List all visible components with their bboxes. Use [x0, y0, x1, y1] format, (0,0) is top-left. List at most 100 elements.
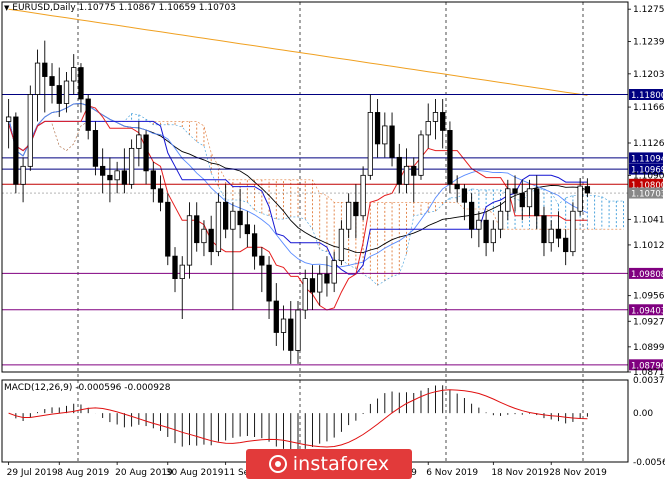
candle-body [555, 228, 562, 239]
candle-body [42, 62, 48, 77]
macd-y-tick-label: 0.00 [633, 409, 653, 419]
candle-body [114, 170, 120, 181]
level-tag-1 [629, 152, 663, 164]
candle-body [345, 201, 352, 230]
level-tag-3 [629, 178, 663, 190]
level-label-1: 1.11094 [631, 154, 665, 164]
candle-body [324, 273, 330, 284]
level-label-2: 1.10969 [631, 166, 665, 176]
level-label-3: 1.10800 [631, 181, 665, 191]
x-tick-label: 29 Jul 2019 [7, 468, 58, 478]
candle-body [425, 121, 431, 136]
y-tick-label: 1.09560 [633, 292, 665, 302]
candle-body [577, 185, 583, 212]
indicator-lines [8, 8, 588, 311]
y-tick-label: 1.12390 [633, 38, 665, 48]
candle-body [259, 255, 265, 266]
candle-body [63, 80, 70, 104]
candle-body [447, 130, 453, 185]
watermark-logo: instaforex [246, 449, 412, 479]
candle-body [208, 228, 214, 253]
macd-y-tick-label: 0.003780 [633, 376, 665, 386]
candle-body [85, 98, 91, 131]
candle-body [411, 165, 417, 176]
candle-body [266, 264, 272, 302]
x-tick-label: 30 Aug 2019 [166, 468, 224, 478]
candle-body [165, 201, 171, 257]
level-tag-7 [629, 359, 663, 371]
y-tick-label: 1.09275 [633, 317, 665, 327]
candle-body [512, 188, 518, 194]
level-tag-4 [629, 187, 663, 199]
macd-title: MACD(12,26,9) -0.000596 -0.000928 [4, 383, 171, 393]
candle-body [143, 134, 149, 172]
candle-body [150, 170, 156, 190]
candle-body [526, 188, 533, 208]
candle-body [389, 125, 395, 158]
y-tick-label: 1.12030 [633, 70, 665, 80]
candle-body [56, 85, 62, 104]
candle-body [288, 318, 294, 351]
candle-body [34, 62, 41, 95]
level-label-5: 1.09808 [631, 270, 665, 280]
candle-body [27, 94, 33, 167]
candle-body [490, 228, 496, 244]
candle-body [309, 278, 316, 293]
candle-body [563, 237, 569, 253]
level-label-4: 1.10703 [631, 190, 665, 200]
y-tick-label: 1.10125 [633, 241, 665, 251]
candle-body [331, 260, 337, 284]
level-label-0: 1.11800 [631, 91, 665, 101]
candle-body [71, 67, 77, 82]
tenkan-sen-line [8, 105, 588, 311]
candle-body [121, 170, 128, 185]
candle-body [92, 130, 99, 167]
y-tick-label: 1.11660 [633, 103, 665, 113]
candle-body [49, 76, 55, 86]
candle-body [570, 210, 576, 253]
candle-body [353, 201, 359, 217]
y-tick-label: 1.10410 [633, 215, 665, 225]
macd-panel [8, 385, 588, 453]
candle-body [179, 264, 185, 280]
candle-body [136, 134, 142, 149]
candle-body [454, 183, 460, 190]
y-tick-label: 1.12750 [633, 5, 665, 15]
candle-body [223, 201, 229, 230]
level-tag-0 [629, 89, 663, 100]
candle-body [215, 201, 222, 253]
candle-body [534, 188, 540, 217]
candle-body [302, 278, 308, 311]
candle-body [194, 215, 200, 244]
x-tick-label: 28 Nov 2019 [549, 468, 607, 478]
frame [1, 1, 629, 463]
candle-body [157, 188, 164, 203]
dropdown-triangle-icon[interactable]: ▼ [4, 4, 10, 12]
candle-body [418, 134, 424, 176]
x-tick-label: 20 Aug 2019 [115, 468, 173, 478]
level-tag-2 [629, 163, 663, 175]
y-tick-label: 1.11260 [633, 139, 665, 149]
candle-body [483, 219, 489, 244]
level-label-6: 1.09403 [631, 306, 665, 316]
y-tick-label: 1.08710 [633, 368, 665, 378]
candle-body [432, 112, 439, 122]
candle-body [128, 147, 135, 185]
candle-body [548, 228, 554, 244]
y-tick-label: 1.10900 [633, 171, 665, 181]
candle-body [505, 188, 511, 212]
chart-title: EURUSD,Daily 1.10775 1.10867 1.10659 1.1… [12, 3, 236, 13]
main-frame [1, 1, 629, 373]
candle-body [497, 210, 504, 230]
x-tick-label: 18 Nov 2019 [491, 468, 549, 478]
candle-body [13, 116, 19, 185]
candle-body [360, 174, 366, 217]
candle-body [396, 156, 402, 185]
candle-body [367, 112, 373, 176]
watermark-text: instaforex [292, 453, 390, 475]
candle-body [440, 112, 446, 131]
candle-body [186, 215, 193, 266]
